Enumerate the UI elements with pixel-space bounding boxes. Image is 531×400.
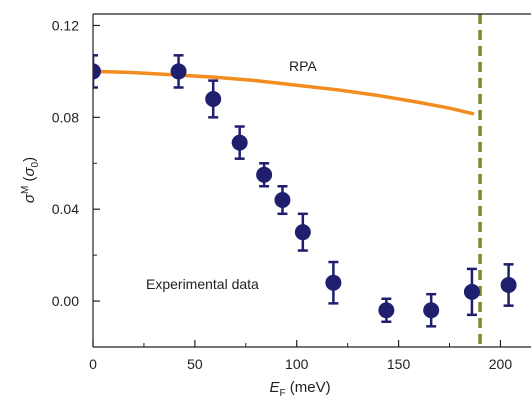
data-marker	[274, 192, 291, 209]
data-point	[423, 292, 440, 328]
data-point	[325, 260, 342, 305]
y-tick-label: 0.04	[52, 201, 79, 217]
data-marker	[325, 274, 342, 291]
rpa-label: RPA	[289, 58, 317, 74]
data-point	[170, 54, 187, 89]
x-tick-label: 50	[187, 356, 203, 372]
x-axis-label: EF (meV)	[269, 379, 330, 399]
data-marker	[463, 283, 480, 300]
y-tick-label: 0.00	[52, 293, 79, 309]
x-tick-label: 150	[387, 356, 411, 372]
data-point	[294, 212, 311, 252]
data-point	[205, 79, 222, 119]
y-axis-label: σM (σ0)	[20, 157, 41, 203]
data-point	[256, 162, 273, 188]
y-tick-label: 0.12	[52, 17, 79, 33]
rpa-curve	[93, 69, 475, 116]
data-marker	[423, 302, 440, 319]
x-tick-label: 200	[489, 356, 513, 372]
data-point	[274, 184, 291, 216]
data-point	[463, 267, 480, 317]
data-marker	[294, 224, 311, 241]
data-marker	[256, 166, 273, 183]
data-point	[500, 263, 517, 307]
data-marker	[170, 63, 187, 80]
data-marker	[378, 302, 395, 319]
experimental-data-label: Experimental data	[146, 276, 259, 292]
x-tick-label: 0	[89, 356, 97, 372]
y-tick-label: 0.08	[52, 109, 79, 125]
data-marker	[500, 276, 517, 293]
x-tick-label: 100	[285, 356, 309, 372]
data-point	[378, 297, 395, 323]
data-point	[231, 125, 248, 160]
data-marker	[231, 134, 248, 151]
data-marker	[205, 90, 222, 107]
